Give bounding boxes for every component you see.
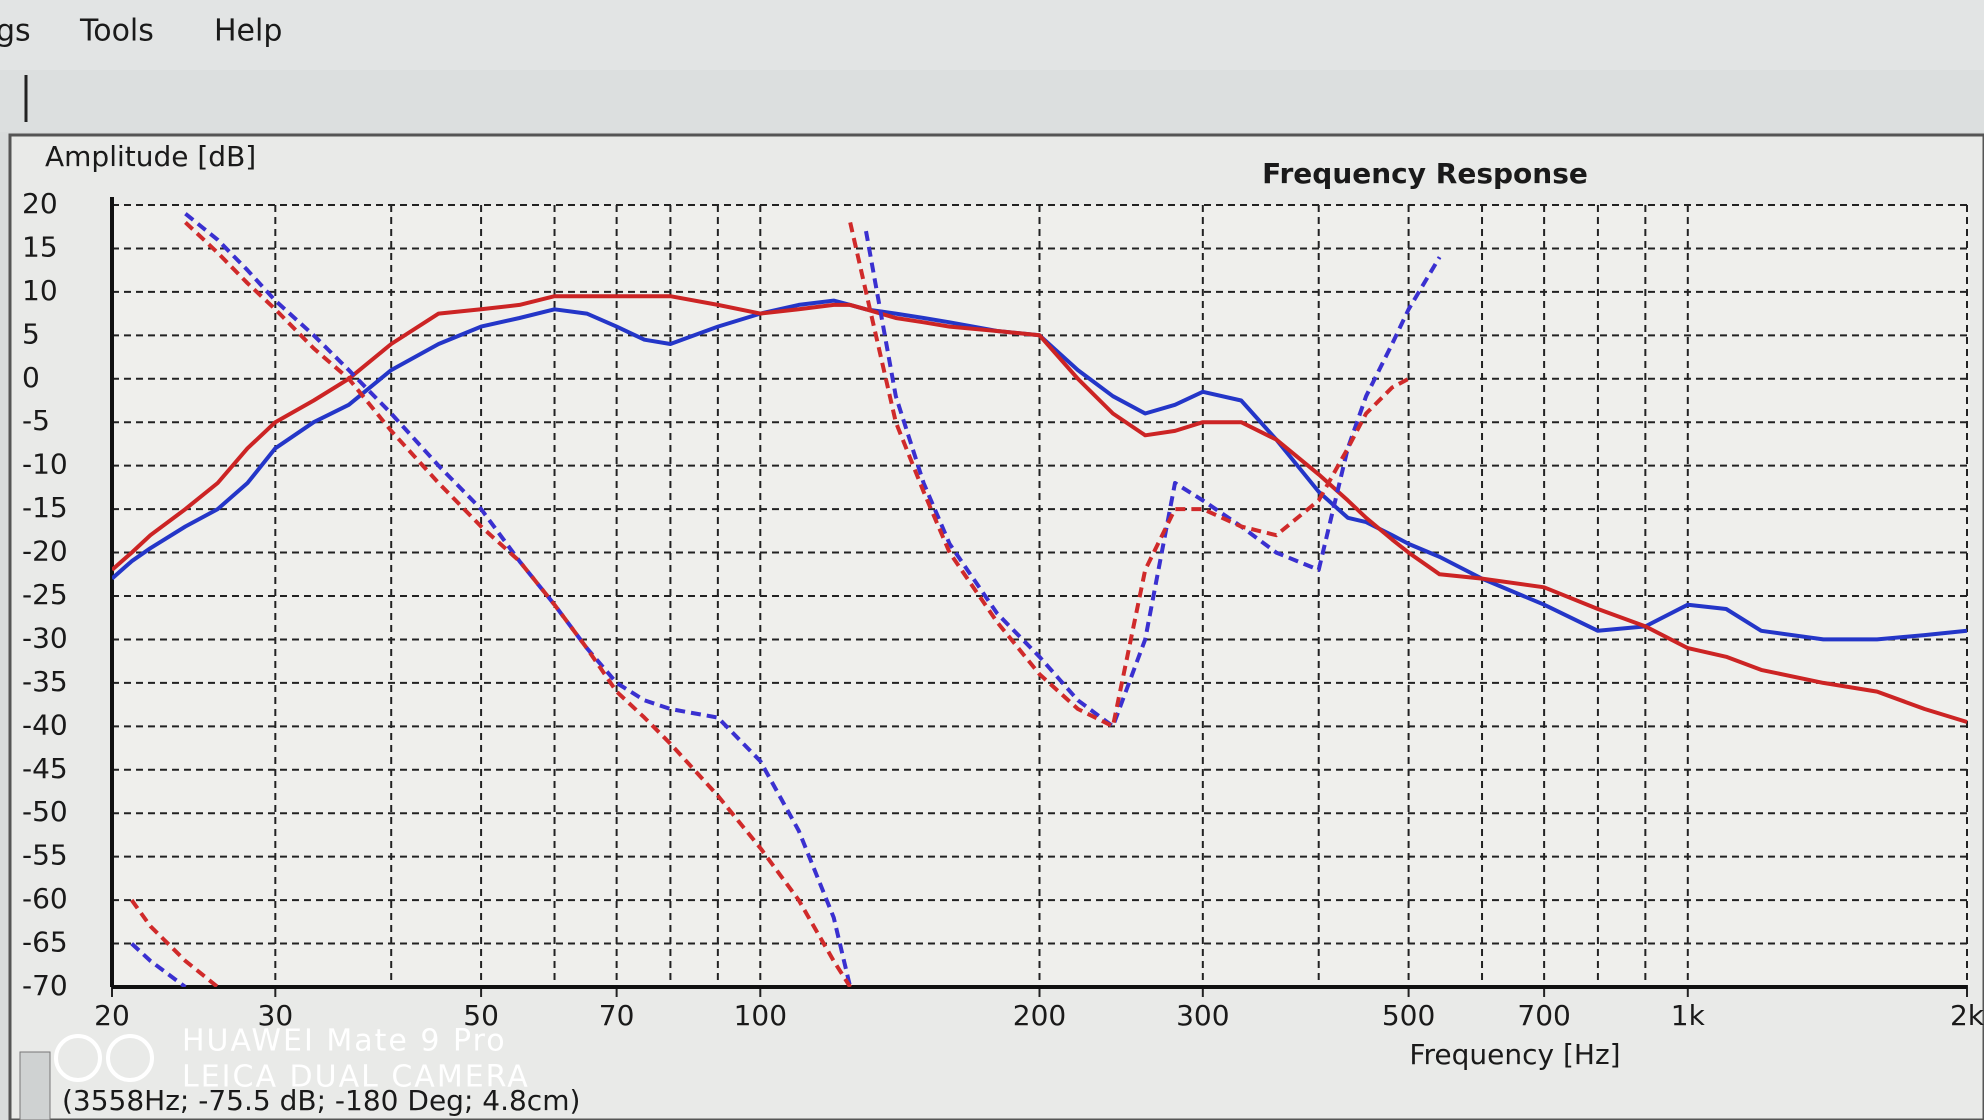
x-tick-label: 70 xyxy=(599,999,635,1032)
x-tick-label: 700 xyxy=(1517,999,1570,1032)
watermark: LEICA DUAL CAMERA xyxy=(182,1060,530,1095)
x-tick-label: 500 xyxy=(1382,999,1435,1032)
x-tick-label: 200 xyxy=(1013,999,1066,1032)
response-curve xyxy=(112,298,1968,642)
scroll-buttons[interactable] xyxy=(19,1051,51,1120)
y-tick-label: -40 xyxy=(22,708,68,741)
menu-bar xyxy=(0,0,1984,70)
y-tick-label: -60 xyxy=(22,882,68,915)
watermark: HUAWEI Mate 9 Pro xyxy=(182,1024,507,1059)
watermark-logo xyxy=(106,1034,154,1082)
y-tick-label: -35 xyxy=(22,665,68,698)
y-tick-label: -5 xyxy=(22,404,50,437)
response-curve xyxy=(130,898,219,987)
y-tick-label: -55 xyxy=(22,839,68,872)
menu-item[interactable]: Help xyxy=(214,14,282,49)
y-tick-label: -25 xyxy=(22,578,68,611)
y-tick-label: 15 xyxy=(22,230,58,263)
y-tick-label: 10 xyxy=(22,274,58,307)
y-tick-label: -65 xyxy=(22,926,68,959)
y-tick-label: 5 xyxy=(22,317,40,350)
y-tick-label: -50 xyxy=(22,795,68,828)
toolbar xyxy=(0,70,1984,132)
watermark-logo xyxy=(54,1034,102,1082)
response-curve xyxy=(130,942,187,987)
x-tick-label: 2k xyxy=(1950,999,1984,1032)
y-tick-label: 20 xyxy=(22,187,58,220)
x-tick-label: 100 xyxy=(734,999,787,1032)
y-tick-label: -15 xyxy=(22,491,68,524)
response-curve xyxy=(112,294,1968,724)
menu-item[interactable]: gs xyxy=(0,14,31,49)
status-text: (3558Hz; -75.5 dB; -180 Deg; 4.8cm) xyxy=(62,1084,580,1117)
response-curve xyxy=(864,230,1442,729)
x-axis-label: Frequency [Hz] xyxy=(1409,1038,1620,1071)
response-curve xyxy=(848,221,1410,729)
x-tick-label: 300 xyxy=(1176,999,1229,1032)
y-axis-label: Amplitude [dB] xyxy=(45,140,256,173)
y-tick-label: -20 xyxy=(22,535,68,568)
response-curve xyxy=(184,212,853,987)
x-tick-label: 20 xyxy=(94,999,130,1032)
plot-lines xyxy=(112,212,1968,987)
x-tick-label: 30 xyxy=(258,999,294,1032)
y-tick-label: -10 xyxy=(22,448,68,481)
menu-item[interactable]: Tools xyxy=(79,14,154,49)
x-tick-label: 50 xyxy=(463,999,499,1032)
y-tick-label: 0 xyxy=(22,361,40,394)
y-tick-label: -70 xyxy=(22,969,68,1002)
chart-title: Frequency Response xyxy=(1262,157,1588,190)
response-curve xyxy=(184,220,852,987)
y-tick-label: -45 xyxy=(22,752,68,785)
x-tick-label: 1k xyxy=(1671,999,1706,1032)
y-tick-label: -30 xyxy=(22,621,68,654)
